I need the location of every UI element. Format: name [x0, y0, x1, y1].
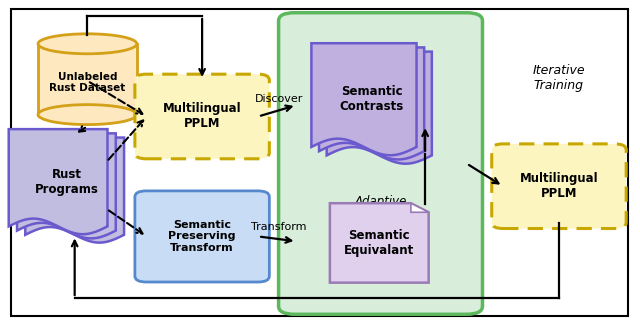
- PathPatch shape: [319, 47, 424, 160]
- Text: Multilingual
PPLM: Multilingual PPLM: [520, 172, 598, 200]
- PathPatch shape: [312, 43, 417, 155]
- Text: Semantic
Equivalant: Semantic Equivalant: [344, 229, 414, 257]
- PathPatch shape: [17, 133, 116, 238]
- PathPatch shape: [26, 138, 124, 243]
- Ellipse shape: [38, 105, 137, 125]
- Text: Discover: Discover: [254, 94, 303, 104]
- Text: Adaptive
Refinement: Adaptive Refinement: [346, 195, 415, 223]
- Text: Rust
Programs: Rust Programs: [35, 168, 99, 196]
- FancyBboxPatch shape: [492, 144, 626, 229]
- PathPatch shape: [326, 52, 432, 164]
- Text: Iterative
Training: Iterative Training: [532, 63, 585, 92]
- PathPatch shape: [9, 129, 108, 234]
- FancyBboxPatch shape: [11, 9, 628, 316]
- FancyBboxPatch shape: [135, 74, 269, 159]
- FancyBboxPatch shape: [278, 13, 483, 314]
- Text: Semantic
Preserving
Transform: Semantic Preserving Transform: [168, 220, 236, 253]
- FancyBboxPatch shape: [135, 191, 269, 282]
- Text: Unlabeled
Rust Dataset: Unlabeled Rust Dataset: [49, 72, 125, 93]
- Polygon shape: [411, 203, 429, 212]
- Polygon shape: [330, 203, 429, 283]
- Text: Transform: Transform: [251, 222, 307, 232]
- Text: Semantic
Contrasts: Semantic Contrasts: [339, 85, 404, 113]
- Ellipse shape: [38, 34, 137, 54]
- Text: Multilingual
PPLM: Multilingual PPLM: [163, 102, 241, 130]
- Bar: [38, 44, 137, 114]
